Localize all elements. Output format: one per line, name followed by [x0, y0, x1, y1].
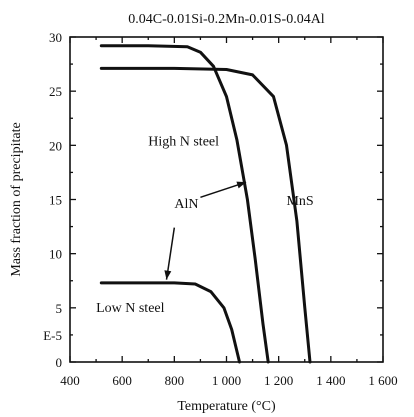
y-tick-label: 15	[49, 193, 62, 208]
y-unit-label: E-5	[43, 328, 62, 343]
y-tick-label: 10	[49, 247, 62, 262]
y-tick-label: 0	[56, 355, 63, 370]
y-tick-label: 5	[56, 301, 63, 316]
x-tick-label: 1 000	[212, 373, 241, 388]
y-tick-label: 20	[49, 138, 62, 153]
x-tick-label: 400	[60, 373, 80, 388]
y-tick-label: 25	[49, 84, 62, 99]
aln-high-n-curve	[99, 44, 270, 364]
y-tick-label: 30	[49, 30, 62, 45]
aln-arrow-low-head	[164, 270, 172, 280]
x-tick-label: 1 600	[368, 373, 397, 388]
chart-title: 0.04C-0.01Si-0.2Mn-0.01S-0.04Al	[128, 12, 325, 27]
aln-arrow-high-head	[236, 181, 247, 189]
annotation-mns: MnS	[286, 194, 313, 209]
annotation-low-n-steel: Low N steel	[96, 301, 165, 316]
annotation-high-n-steel: High N steel	[148, 134, 219, 149]
x-axis-title: Temperature (°C)	[177, 399, 276, 414]
x-tick-label: 800	[165, 373, 185, 388]
aln-low-n-curve	[99, 281, 241, 364]
x-tick-label: 1 200	[264, 373, 293, 388]
annotation-aln: AlN	[174, 197, 198, 212]
x-tick-label: 1 400	[316, 373, 345, 388]
x-tick-label: 600	[112, 373, 132, 388]
mns-curve	[99, 66, 312, 364]
y-axis-title: Mass fraction of precipitate	[9, 122, 24, 276]
